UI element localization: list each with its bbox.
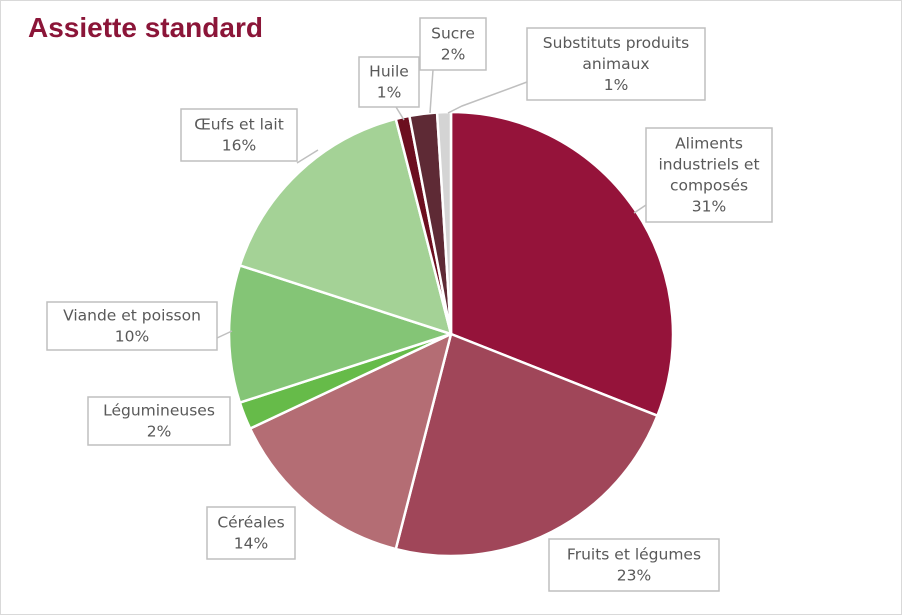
data-label-value: 2% xyxy=(147,423,172,441)
pie-slice xyxy=(394,332,659,558)
chart-title: Assiette standard xyxy=(28,12,263,43)
pie-slice xyxy=(449,110,675,417)
data-label-box xyxy=(206,506,296,560)
data-label-value: 23% xyxy=(617,567,651,585)
data-label-box xyxy=(645,127,773,223)
data-label-category: Sucre xyxy=(431,25,475,43)
data-label-category: Fruits et légumes xyxy=(567,546,701,564)
data-label-box xyxy=(526,27,706,101)
data-label-value: 10% xyxy=(115,328,149,346)
data-label-category: Œufs et lait xyxy=(194,116,284,134)
data-label-category: Aliments xyxy=(675,135,743,153)
data-label-box xyxy=(180,108,298,162)
data-label-box xyxy=(548,538,720,592)
data-label-box xyxy=(87,396,231,446)
leader-line xyxy=(296,149,319,164)
pie-slice xyxy=(227,264,453,404)
leader-line xyxy=(447,81,528,114)
data-label-category: Légumineuses xyxy=(103,402,215,420)
leader-line xyxy=(395,106,405,121)
pie-slice xyxy=(248,332,453,551)
data-label-box xyxy=(358,56,420,108)
data-label-category: Céréales xyxy=(217,514,284,532)
data-label-value: 1% xyxy=(604,76,629,94)
leader-line xyxy=(633,204,647,214)
data-label-category: animaux xyxy=(582,55,649,73)
data-label-category: Substituts produits xyxy=(543,34,689,52)
data-label-value: 1% xyxy=(377,84,402,102)
pie-slice xyxy=(238,117,453,336)
data-label-category: Huile xyxy=(369,63,409,81)
data-label-box xyxy=(419,17,487,71)
data-label-value: 14% xyxy=(234,535,268,553)
data-label-category: industriels et xyxy=(658,156,759,174)
data-label-category: composés xyxy=(670,177,748,195)
leader-line xyxy=(216,330,233,339)
data-label-value: 31% xyxy=(692,198,726,216)
data-label-value: 2% xyxy=(441,46,466,64)
data-label-category: Viande et poisson xyxy=(63,307,201,325)
leader-line xyxy=(429,69,434,114)
data-label-box xyxy=(46,301,218,351)
data-label-value: 16% xyxy=(222,137,256,155)
